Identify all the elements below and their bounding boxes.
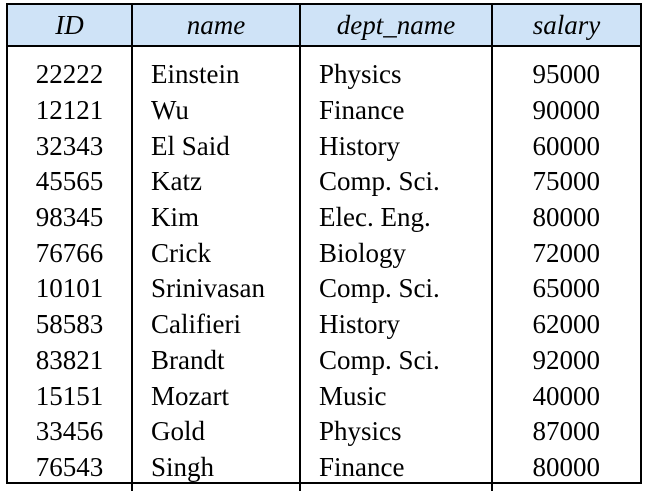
cell-name: Srinivasan xyxy=(131,271,300,307)
table-row: 45565 Katz Comp. Sci. 75000 xyxy=(8,164,640,200)
cell-salary: 65000 xyxy=(491,271,640,307)
cell-dept-name: Finance xyxy=(299,449,492,491)
table-header: ID name dept_name salary xyxy=(8,5,640,47)
header-name: name xyxy=(131,5,300,47)
cell-id: 58583 xyxy=(35,309,104,340)
cell-id: 76543 xyxy=(35,451,104,482)
cell-salary: 62000 xyxy=(491,306,640,343)
header-row: ID name dept_name salary xyxy=(8,5,640,47)
table-row: 76543 Singh Finance 80000 xyxy=(8,449,640,491)
cell-name: Einstein xyxy=(131,46,300,93)
cell-salary: 60000 xyxy=(491,128,640,165)
cell-name: Mozart xyxy=(131,378,300,414)
table-body: 22222 Einstein Physics 95000 12121 Wu Fi… xyxy=(8,46,640,491)
cell-id: 83821 xyxy=(35,344,104,375)
cell-id: 98345 xyxy=(35,202,104,233)
cell-dept-name: Comp. Sci. xyxy=(299,164,492,200)
table-row: 83821 Brandt Comp. Sci. 92000 xyxy=(8,342,640,379)
cell-dept-name: History xyxy=(299,128,492,165)
cell-dept-name: Comp. Sci. xyxy=(299,271,492,307)
cell-dept-name: Comp. Sci. xyxy=(299,342,492,379)
cell-salary: 80000 xyxy=(491,449,640,491)
cell-id: 76766 xyxy=(35,237,104,268)
table-row: 76766 Crick Biology 72000 xyxy=(8,235,640,272)
cell-name: Brandt xyxy=(131,342,300,379)
table-row: 22222 Einstein Physics 95000 xyxy=(8,46,640,93)
cell-id: 32343 xyxy=(35,130,104,161)
cell-name: Crick xyxy=(131,235,300,272)
cell-id: 45565 xyxy=(35,166,104,197)
cell-name: Katz xyxy=(131,164,300,200)
cell-salary: 87000 xyxy=(491,413,640,450)
header-id: ID xyxy=(8,5,132,47)
cell-dept-name: Physics xyxy=(299,46,492,93)
cell-salary: 80000 xyxy=(491,199,640,236)
cell-dept-name: Physics xyxy=(299,413,492,450)
cell-salary: 75000 xyxy=(491,164,640,200)
cell-name: El Said xyxy=(131,128,300,165)
cell-id: 12121 xyxy=(35,95,104,126)
table-row: 33456 Gold Physics 87000 xyxy=(8,413,640,450)
cell-name: Kim xyxy=(131,199,300,236)
cell-name: Gold xyxy=(131,413,300,450)
cell-dept-name: Finance xyxy=(299,92,492,129)
cell-id: 10101 xyxy=(35,273,104,304)
cell-id: 15151 xyxy=(35,380,104,411)
header-dept-name: dept_name xyxy=(299,5,492,47)
table-row: 10101 Srinivasan Comp. Sci. 65000 xyxy=(8,271,640,307)
table-row: 12121 Wu Finance 90000 xyxy=(8,92,640,129)
table-row: 58583 Califieri History 62000 xyxy=(8,306,640,343)
cell-salary: 95000 xyxy=(491,46,640,93)
cell-dept-name: Music xyxy=(299,378,492,414)
table-row: 32343 El Said History 60000 xyxy=(8,128,640,165)
cell-name: Califieri xyxy=(131,306,300,343)
cell-salary: 92000 xyxy=(491,342,640,379)
cell-salary: 40000 xyxy=(491,378,640,414)
table-row: 98345 Kim Elec. Eng. 80000 xyxy=(8,199,640,236)
cell-name: Singh xyxy=(131,449,300,491)
header-salary: salary xyxy=(491,5,640,47)
cell-salary: 72000 xyxy=(491,235,640,272)
cell-dept-name: History xyxy=(299,306,492,343)
cell-id: 33456 xyxy=(35,416,104,447)
cell-dept-name: Biology xyxy=(299,235,492,272)
cell-id: 22222 xyxy=(35,59,104,90)
cell-name: Wu xyxy=(131,92,300,129)
cell-dept-name: Elec. Eng. xyxy=(299,199,492,236)
instructor-table: ID name dept_name salary 22222 Einstein … xyxy=(8,5,640,491)
cell-salary: 90000 xyxy=(491,92,640,129)
instructor-table-frame: ID name dept_name salary 22222 Einstein … xyxy=(6,3,642,491)
table-row: 15151 Mozart Music 40000 xyxy=(8,378,640,414)
